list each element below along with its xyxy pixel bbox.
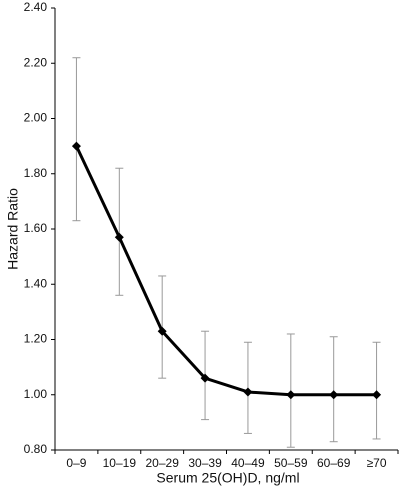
y-tick-label: 1.80 <box>24 166 48 180</box>
y-tick-label: 1.40 <box>24 276 48 290</box>
y-tick-label: 2.40 <box>24 0 48 14</box>
x-tick-label: 0–9 <box>66 456 86 470</box>
marker <box>243 387 253 397</box>
marker <box>114 232 124 242</box>
x-tick-label: 60–69 <box>317 456 351 470</box>
marker <box>286 390 296 400</box>
error-bar <box>329 336 338 443</box>
x-axis-title: Serum 25(OH)D, ng/ml <box>156 470 299 486</box>
y-tick-label: 1.00 <box>24 387 48 401</box>
marker <box>372 390 382 400</box>
y-axis-title: Hazard Ratio <box>5 188 21 270</box>
y-tick-label: 0.80 <box>24 442 48 456</box>
y-tick-label: 1.20 <box>24 332 48 346</box>
x-tick-label: 30–39 <box>188 456 222 470</box>
y-tick-label: 2.00 <box>24 111 48 125</box>
line <box>75 145 377 397</box>
marker <box>157 326 167 336</box>
y-tick-label: 2.20 <box>24 55 48 69</box>
marker <box>71 141 81 151</box>
x-tick-label: 20–29 <box>146 456 180 470</box>
marker <box>200 373 210 383</box>
x-tick-label: ≥70 <box>367 456 387 470</box>
marker <box>329 390 339 400</box>
x-tick-label: 40–49 <box>231 456 265 470</box>
x-tick-label: 50–59 <box>274 456 308 470</box>
error-bar <box>72 57 81 222</box>
error-bar <box>115 167 124 296</box>
y-tick-label: 1.60 <box>24 221 48 235</box>
x-tick-label: 10–19 <box>103 456 137 470</box>
